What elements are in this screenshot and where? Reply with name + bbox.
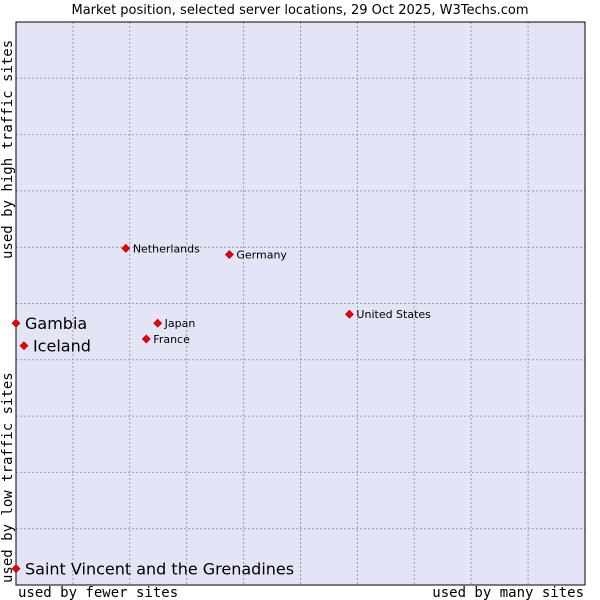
data-points: Netherlands Germany United States Japan Fran… bbox=[11, 242, 431, 579]
point-marker-saint-vincent-and-the-grenadines bbox=[11, 564, 21, 574]
point-marker-france bbox=[141, 334, 151, 344]
point-label-gambia: Gambia bbox=[25, 314, 87, 333]
point-label-germany: Germany bbox=[236, 249, 287, 262]
plot-border bbox=[15, 21, 586, 586]
point-marker-iceland bbox=[19, 341, 29, 351]
point-label-saint-vincent-and-the-grenadines: Saint Vincent and the Grenadines bbox=[25, 560, 294, 579]
y-axis-label-bottom: used by low traffic sites bbox=[0, 372, 16, 583]
point-marker-netherlands bbox=[121, 243, 131, 253]
x-axis-label-right: used by many sites bbox=[432, 585, 584, 600]
point-marker-germany bbox=[224, 250, 234, 259]
point-marker-united-states bbox=[345, 309, 354, 319]
point-marker-gambia bbox=[11, 318, 21, 328]
chart-title: Market position, selected server locatio… bbox=[71, 3, 528, 18]
point-marker-japan bbox=[153, 318, 163, 328]
point-label-united-states: United States bbox=[356, 308, 431, 321]
point-label-france: France bbox=[153, 333, 190, 346]
point-label-netherlands: Netherlands bbox=[133, 242, 200, 255]
grid-lines bbox=[16, 22, 585, 585]
x-axis-label-left: used by fewer sites bbox=[18, 585, 178, 600]
point-label-japan: Japan bbox=[164, 317, 196, 330]
y-axis-label-top: used by high traffic sites bbox=[0, 40, 16, 259]
point-label-iceland: Iceland bbox=[33, 337, 91, 356]
